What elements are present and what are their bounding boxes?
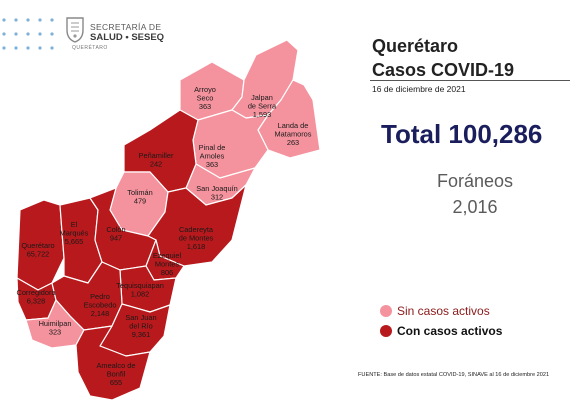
municipality-cases: 323 [49,328,61,337]
dot-pattern-icon [2,18,54,50]
report-date: 16 de diciembre de 2021 [372,84,466,94]
municipality-cases: 363 [206,160,218,169]
municipality-name: Montes [155,260,180,269]
municipality-name: Arroyo [194,85,216,94]
title-line2: Casos COVID-19 [372,60,515,80]
municipality-name: Tolimán [127,188,152,197]
state-seal-icon [66,17,84,43]
municipality-cases: 5,665 [65,237,84,246]
municipality-name: Peñamiller [139,151,174,160]
foraneos-label: Foráneos [436,171,514,191]
municipality-cases: 6,328 [27,297,46,306]
municipality-name: Amealco de [96,361,135,370]
region-amealco [75,325,151,401]
municipality-cases: 806 [161,268,173,277]
municipality-name: Tequisquiapan [116,281,164,290]
municipality-cases: 242 [150,160,162,169]
municipality-name: Pedro [90,292,110,301]
seseq-logo: SECRETARÍA DE SALUD • SESEQ QUERÉTARO [64,14,174,54]
municipality-cases: 312 [211,193,223,202]
source-note: FUENTE: Base de datos estatal COVID-19, … [358,372,550,378]
legend-label: Sin casos activos [397,304,490,318]
municipality-name: San Joaquín [196,184,238,193]
municipality-cases: 2,148 [91,309,110,318]
municipality-name: Marqués [60,229,89,238]
page-title: Querétaro Casos COVID-19 [372,34,514,82]
municipality-cases: 9,361 [132,330,151,339]
municipality-name: Colón [106,225,125,234]
foraneos-value: 2,016 [452,197,498,217]
municipality-name: Escobedo [84,301,117,310]
municipality-name: Matamoros [275,130,312,139]
legend-swatch-pink [380,305,392,317]
municipality-name: de Serra [248,102,277,111]
org-name-line2: SALUD • SESEQ [90,32,165,43]
municipality-cases: 363 [199,102,211,111]
municipality-name: Querétaro [21,241,54,250]
municipality-name: del Río [129,322,152,331]
municipality-cases: 479 [134,197,146,206]
municipality-cases: 1,618 [187,242,206,251]
municipality-name: Cadereyta [179,225,214,234]
municipality-cases: 263 [287,138,299,147]
municipality-name: Huimilpan [39,319,72,328]
org-name-line1: SECRETARÍA DE [90,22,162,32]
org-name-line3: QUERÉTARO [72,45,108,51]
municipality-cases: 947 [110,234,122,243]
municipality-name: Jalpan [251,93,273,102]
municipality-name: de Montes [179,234,214,243]
municipality-name: Seco [197,94,214,103]
municipality-cases: 1,593 [253,110,272,119]
municipality-cases: 65,722 [27,250,50,259]
municipality-name: Bonfil [107,370,126,379]
total-cases: Total 100,286 [381,119,543,149]
title-line1: Querétaro [372,36,459,56]
date-divider [370,80,570,81]
legend-swatch-red [380,325,392,337]
municipality-cases: 1,082 [131,290,150,299]
municipality-name: El [71,220,78,229]
municipality-name: Landa de [278,121,309,130]
legend-label: Con casos activos [397,324,503,338]
municipality-name: Corregidora [16,288,56,297]
municipality-name: San Juan [125,313,156,322]
region-landa [257,79,321,159]
municipality-name: Amoles [200,152,225,161]
municipality-name: Ezequiel [153,251,182,260]
municipality-name: Pinal de [199,143,226,152]
municipality-cases: 655 [110,378,122,387]
